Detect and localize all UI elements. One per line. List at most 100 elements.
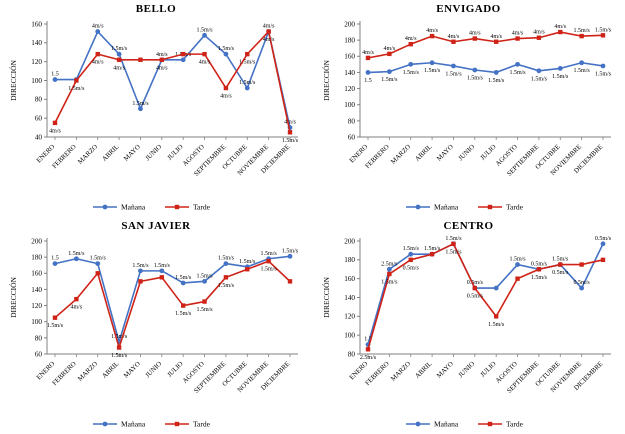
- x-tick-label: ABRIL: [414, 360, 433, 379]
- marker-square: [557, 29, 562, 35]
- legend-marker-circle: [415, 204, 420, 210]
- point-label: 4m/s: [468, 31, 480, 37]
- point-label: 4m/s: [71, 305, 83, 311]
- marker-circle: [52, 261, 58, 266]
- point-label: 1.5m/s: [424, 68, 441, 74]
- point-label: 1.5m/s: [381, 279, 398, 285]
- y-tick-label: 160: [31, 270, 42, 278]
- point-label: 1.5m/s: [68, 86, 85, 92]
- point-label: 1.5: [51, 72, 59, 78]
- point-label: 1.5m/s: [154, 263, 171, 269]
- marker-square: [159, 57, 165, 62]
- marker-square: [52, 315, 58, 320]
- point-label: 1.5m/s: [282, 138, 299, 144]
- marker-square: [365, 55, 370, 61]
- point-label: 4m/s: [156, 52, 168, 58]
- y-tick-label: 200: [344, 237, 355, 245]
- point-label: 4m/s: [447, 34, 459, 40]
- y-tick-label: 160: [344, 275, 355, 283]
- y-tick-label: 120: [31, 58, 42, 66]
- y-tick-label: 100: [31, 77, 42, 85]
- y-tick-label: 140: [344, 69, 355, 77]
- legend-label-mañana: Mañana: [434, 420, 459, 429]
- marker-square: [74, 296, 79, 302]
- point-label: 4m/s: [490, 34, 502, 40]
- marker-circle: [202, 278, 207, 284]
- chart-cell-san-javier: SAN JAVIER 60 80 100 120 140 160 180 200 ENERO FE…: [0, 217, 312, 434]
- marker-circle: [536, 68, 541, 74]
- marker-circle: [578, 285, 584, 291]
- marker-square: [408, 41, 413, 47]
- marker-circle: [600, 63, 605, 69]
- marker-square: [116, 57, 122, 62]
- y-tick-label: 60: [35, 115, 43, 123]
- x-tick-label: MARZO: [389, 143, 411, 165]
- point-label: 1.5m/s: [552, 257, 569, 263]
- y-axis-title: DIRECCIÓN: [321, 60, 331, 101]
- point-label: 1.5m/s: [488, 322, 505, 328]
- y-tick-label: 100: [31, 318, 42, 326]
- marker-circle: [578, 60, 584, 66]
- marker-square: [223, 275, 229, 280]
- point-label: 1.5m/s: [90, 256, 107, 262]
- legend-marker-circle: [102, 204, 108, 210]
- series-line-tarde: [367, 31, 603, 59]
- x-tick-label: ENERO: [35, 360, 56, 381]
- point-label: 1.5m/s: [573, 28, 590, 34]
- marker-square: [180, 51, 186, 57]
- point-label: 1.5m/s: [530, 275, 547, 281]
- chart-cell-envigado: ENVIGADO 60 80 100 120 140 160 180 200 ENERO FEBR…: [313, 0, 625, 217]
- marker-square: [514, 36, 520, 41]
- marker-square: [514, 276, 520, 281]
- marker-square: [450, 241, 456, 247]
- point-label: 1.5m/s: [111, 353, 128, 359]
- legend-label-tarde: Tarde: [193, 203, 211, 212]
- marker-square: [95, 51, 100, 57]
- y-tick-label: 100: [344, 332, 355, 340]
- legend-label-tarde: Tarde: [506, 420, 524, 429]
- y-axis-title: DIRECCIÓN: [8, 277, 18, 318]
- chart-cell-centro: CENTRO 80 100 120 140 160 180 200 ENERO FEBRERO M…: [313, 217, 625, 434]
- x-tick-label: JUNIO: [457, 143, 476, 162]
- marker-circle: [493, 70, 499, 75]
- point-label: 1.5m/s: [552, 74, 569, 80]
- marker-square: [223, 85, 229, 91]
- marker-circle: [180, 57, 186, 63]
- marker-circle: [287, 253, 293, 259]
- point-label: 0.5m/s: [466, 294, 483, 300]
- x-tick-label: ABRIL: [101, 360, 120, 379]
- marker-circle: [365, 70, 370, 75]
- point-label: 1.5m/s: [402, 246, 419, 252]
- legend-label-mañana: Mañana: [434, 203, 459, 212]
- y-tick-label: 160: [344, 53, 355, 61]
- point-label: 4m/s: [156, 65, 168, 71]
- point-label: 1.5m/s: [175, 275, 192, 281]
- point-label: 1.5m/s: [282, 248, 299, 254]
- point-label: 2.5m/s: [359, 355, 376, 361]
- marker-square: [386, 271, 392, 277]
- y-tick-label: 60: [347, 133, 355, 141]
- marker-circle: [386, 69, 392, 75]
- marker-circle: [407, 61, 413, 67]
- x-tick-label: JUNIO: [144, 143, 163, 162]
- y-tick-label: 140: [31, 286, 42, 294]
- y-tick-label: 200: [344, 20, 355, 28]
- marker-square: [116, 345, 122, 350]
- marker-square: [266, 258, 271, 264]
- series-line-mañana: [54, 255, 291, 343]
- chart-title-envigado: ENVIGADO: [436, 3, 501, 15]
- marker-circle: [180, 280, 186, 286]
- marker-square: [202, 51, 207, 57]
- point-label: 1.5m/s: [218, 283, 235, 289]
- point-label: 1.5m/s: [445, 236, 462, 242]
- marker-circle: [116, 51, 122, 57]
- x-tick-label: JULIO: [479, 360, 497, 378]
- legend-label-tarde: Tarde: [506, 203, 524, 212]
- point-label: 0.5m/s: [552, 270, 569, 276]
- point-label: 1.5m/s: [111, 334, 128, 340]
- marker-circle: [223, 51, 229, 57]
- y-tick-label: 180: [344, 37, 355, 45]
- x-tick-label: ABRIL: [414, 143, 433, 162]
- x-tick-label: MAYO: [123, 143, 142, 162]
